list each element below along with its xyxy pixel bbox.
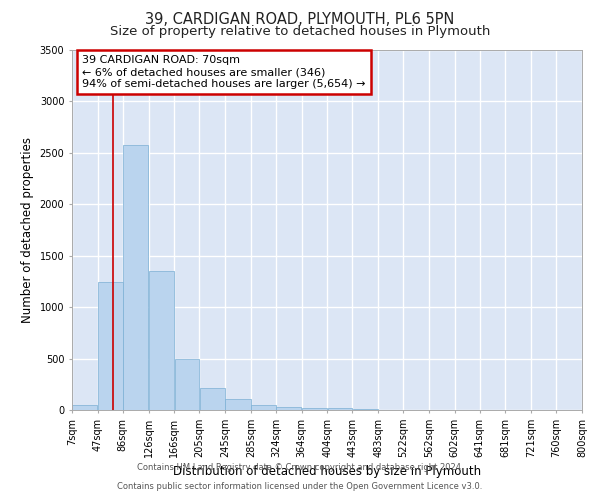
Bar (72, 405, 97, 410)
Text: 39, CARDIGAN ROAD, PLYMOUTH, PL6 5PN: 39, CARDIGAN ROAD, PLYMOUTH, PL6 5PN (145, 12, 455, 28)
Text: Contains public sector information licensed under the Open Government Licence v3: Contains public sector information licen… (118, 482, 482, 491)
Text: 39 CARDIGAN ROAD: 70sqm
← 6% of detached houses are smaller (346)
94% of semi-de: 39 CARDIGAN ROAD: 70sqm ← 6% of detached… (82, 56, 366, 88)
Text: Contains HM Land Registry data © Crown copyright and database right 2024.: Contains HM Land Registry data © Crown c… (137, 464, 463, 472)
Bar (276, 407, 301, 410)
Bar (175, 358, 199, 410)
Bar (149, 271, 174, 410)
Y-axis label: Number of detached properties: Number of detached properties (21, 137, 34, 323)
Bar (251, 405, 275, 410)
Bar (200, 388, 225, 410)
X-axis label: Distribution of detached houses by size in Plymouth: Distribution of detached houses by size … (173, 466, 481, 478)
Text: Size of property relative to detached houses in Plymouth: Size of property relative to detached ho… (110, 25, 490, 38)
Bar (302, 408, 327, 410)
Bar (226, 398, 251, 410)
Bar (98, 282, 122, 410)
Bar (123, 144, 148, 410)
Bar (328, 408, 352, 410)
